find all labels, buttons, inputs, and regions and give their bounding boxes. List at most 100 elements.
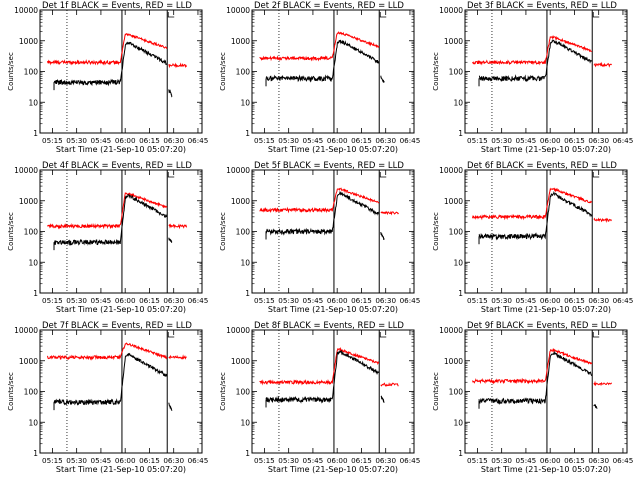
x-tick-label: 05:45 <box>303 296 324 305</box>
marker-bracket <box>592 172 600 178</box>
x-tick-label: 05:45 <box>303 136 324 145</box>
y-tick-label: 100 <box>236 388 251 397</box>
panel-5: Det 5f BLACK = Events, RED = LLD 1 10 100 10… <box>219 161 420 314</box>
events-series <box>53 194 168 246</box>
x-tick-label: 06:00 <box>327 296 348 305</box>
y-tick-label: 1 <box>458 449 463 458</box>
events-post-series <box>380 75 385 83</box>
lld-series <box>472 187 593 221</box>
x-tick-label: 06:30 <box>163 456 184 465</box>
y-tick-label: 1000 <box>19 37 38 46</box>
y-axis-label: Counts/sec <box>432 52 440 91</box>
panel-title: Det 5f BLACK = Events, RED = LLD <box>254 161 404 171</box>
y-tick-label: 100 <box>449 68 464 77</box>
events-post-series <box>593 404 598 409</box>
y-tick-label: 100 <box>449 228 464 237</box>
y-tick-label: 1 <box>245 289 250 298</box>
events-series <box>53 41 168 87</box>
y-tick-label: 100 <box>24 388 39 397</box>
x-tick-label: 06:30 <box>163 296 184 305</box>
x-tick-label: 06:00 <box>115 296 136 305</box>
x-tick-label: 05:30 <box>278 456 299 465</box>
x-tick-label: 06:00 <box>327 136 348 145</box>
x-tick-label: 06:15 <box>139 456 160 465</box>
marker-bracket <box>167 172 175 178</box>
y-tick-label: 10000 <box>14 326 38 335</box>
y-tick-label: 1 <box>245 449 250 458</box>
x-tick-label: 06:00 <box>115 136 136 145</box>
y-tick-label: 100 <box>449 388 464 397</box>
y-tick-label: 10000 <box>439 166 463 175</box>
x-tick-label: 06:30 <box>163 136 184 145</box>
x-axis-label: Start Time (21-Sep-10 05:07:20) <box>268 465 398 474</box>
x-tick-label: 05:15 <box>42 456 63 465</box>
x-axis-label: Start Time (21-Sep-10 05:07:20) <box>56 145 186 154</box>
x-tick-label: 06:15 <box>564 296 585 305</box>
events-series <box>478 350 593 405</box>
panel-title: Det 6f BLACK = Events, RED = LLD <box>467 161 617 171</box>
x-axis-label: Start Time (21-Sep-10 05:07:20) <box>56 465 186 474</box>
y-tick-label: 1000 <box>444 357 463 366</box>
lld-series <box>47 192 168 230</box>
marker-bracket <box>167 12 175 18</box>
x-tick-label: 06:30 <box>375 296 396 305</box>
x-tick-label: 06:45 <box>613 456 634 465</box>
lld-series <box>47 32 168 66</box>
x-tick-label: 06:15 <box>139 296 160 305</box>
events-post-series <box>168 402 173 411</box>
x-tick-label: 06:15 <box>351 136 372 145</box>
events-series <box>265 190 380 236</box>
x-tick-label: 06:30 <box>375 456 396 465</box>
y-tick-label: 10000 <box>439 326 463 335</box>
y-axis-label: Counts/sec <box>219 52 227 91</box>
y-tick-label: 10 <box>453 418 463 427</box>
lld-series <box>472 34 593 66</box>
x-tick-label: 05:30 <box>491 296 512 305</box>
lld-post-series <box>168 223 188 230</box>
x-tick-label: 06:45 <box>400 296 421 305</box>
y-tick-label: 10000 <box>226 6 250 15</box>
x-tick-label: 05:15 <box>467 456 488 465</box>
panel-title: Det 1f BLACK = Events, RED = LLD <box>42 1 192 11</box>
lld-post-series <box>593 61 612 68</box>
events-post-series <box>380 232 385 240</box>
plot-frame <box>39 9 203 134</box>
x-tick-label: 06:45 <box>613 296 634 305</box>
x-tick-label: 06:00 <box>327 456 348 465</box>
x-tick-label: 05:15 <box>467 296 488 305</box>
plot-frame <box>39 169 203 294</box>
y-axis-label: Counts/sec <box>7 372 15 411</box>
x-tick-label: 05:45 <box>303 456 324 465</box>
x-tick-label: 05:15 <box>254 296 275 305</box>
marker-bracket <box>379 332 387 338</box>
events-post-series <box>380 395 385 403</box>
y-axis-label: Counts/sec <box>432 372 440 411</box>
panel-4: Det 4f BLACK = Events, RED = LLD 1 10 100 10… <box>7 161 208 314</box>
x-tick-label: 06:15 <box>564 136 585 145</box>
x-tick-label: 06:00 <box>115 456 136 465</box>
y-tick-label: 10 <box>28 258 38 267</box>
panel-3: Det 3f BLACK = Events, RED = LLD 1 10 100 10… <box>432 1 633 154</box>
panel-title: Det 2f BLACK = Events, RED = LLD <box>254 1 404 11</box>
x-tick-label: 05:45 <box>91 456 112 465</box>
y-tick-label: 1000 <box>444 197 463 206</box>
marker-bracket <box>592 332 600 338</box>
lld-post-series <box>593 217 612 223</box>
y-tick-label: 1000 <box>19 197 38 206</box>
lld-post-series <box>168 62 188 69</box>
x-tick-label: 06:45 <box>400 136 421 145</box>
y-tick-label: 1 <box>33 289 38 298</box>
x-tick-label: 06:15 <box>139 136 160 145</box>
x-tick-label: 06:15 <box>351 296 372 305</box>
x-tick-label: 06:15 <box>351 456 372 465</box>
panel-title: Det 4f BLACK = Events, RED = LLD <box>42 161 192 171</box>
y-tick-label: 10 <box>240 258 250 267</box>
lld-series <box>472 347 593 385</box>
x-tick-label: 06:00 <box>540 456 561 465</box>
y-tick-label: 1000 <box>444 37 463 46</box>
lld-post-series <box>380 210 399 216</box>
y-tick-label: 10000 <box>226 166 250 175</box>
y-tick-label: 1 <box>458 289 463 298</box>
x-axis-label: Start Time (21-Sep-10 05:07:20) <box>56 305 186 314</box>
